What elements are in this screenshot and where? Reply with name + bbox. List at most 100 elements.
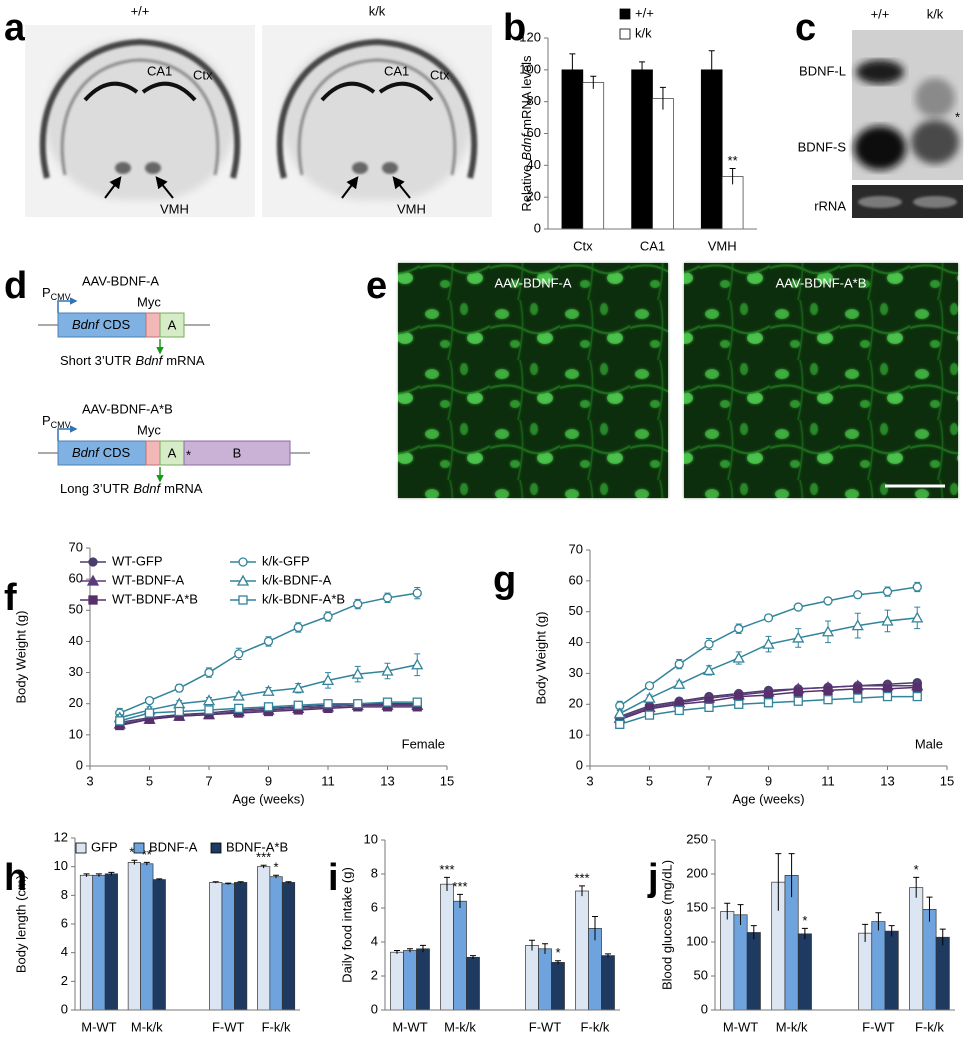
- region-label: CA1: [384, 63, 409, 78]
- marker: [323, 699, 333, 709]
- legend-label: GFP: [91, 839, 118, 854]
- myc-box: [145, 440, 161, 466]
- y-tick-label: 0: [76, 757, 83, 772]
- bar: [269, 876, 283, 1011]
- marker: [263, 702, 274, 712]
- legend-swatch: [619, 28, 631, 40]
- y-axis-label-part: Relative: [519, 165, 534, 212]
- marker: [643, 691, 656, 703]
- y-tick-label: 30: [569, 665, 583, 680]
- error-bar: [285, 881, 292, 884]
- error-bar: [913, 876, 920, 898]
- bar: [281, 882, 296, 1011]
- marker: [704, 702, 714, 713]
- error-bar: [926, 896, 933, 922]
- bar: [588, 928, 602, 1011]
- marker: [144, 695, 155, 706]
- marker: [912, 582, 922, 592]
- legend-marker: [238, 595, 248, 605]
- lane-label: k/k: [927, 6, 944, 21]
- junction-mark: *: [186, 447, 191, 462]
- control-label: rRNA: [814, 198, 846, 213]
- y-tick-label: 40: [69, 633, 83, 648]
- x-tick-label: 13: [380, 773, 394, 788]
- marker: [793, 687, 803, 697]
- error-bar: [590, 75, 597, 89]
- band: [856, 60, 904, 84]
- marker: [262, 684, 275, 696]
- marker: [793, 602, 803, 612]
- y-tick-label: 0: [576, 757, 583, 772]
- y-tick-label: 0: [701, 1001, 708, 1016]
- y-tick-label: 20: [69, 695, 83, 710]
- x-tick-label: 11: [321, 773, 335, 788]
- bar: [390, 951, 404, 1011]
- panel-letter: b: [503, 7, 526, 49]
- panel-letter: c: [795, 7, 816, 49]
- marker: [644, 710, 655, 720]
- significance: ***: [452, 879, 467, 894]
- y-tick-label: 20: [527, 189, 541, 204]
- image-label: AAV-BDNF-A: [494, 275, 571, 290]
- error-bar: [407, 948, 413, 953]
- legend-label: BDNF-A*B: [226, 839, 288, 854]
- marker: [232, 689, 245, 701]
- y-tick-label: 4: [371, 933, 378, 948]
- x-tick-label: 9: [765, 773, 772, 788]
- y-tick-label: 4: [61, 944, 68, 959]
- cds-label-part: Bdnf: [72, 445, 100, 460]
- error-bar: [605, 953, 611, 958]
- error-bar: [394, 950, 400, 954]
- band: [913, 196, 957, 208]
- bar: [858, 932, 873, 1011]
- bar: [733, 914, 748, 1011]
- panel-letter: f: [4, 577, 17, 619]
- product-label-part: Bdnf: [133, 481, 161, 496]
- x-axis-label: Age (weeks): [732, 791, 804, 806]
- error-bar: [775, 853, 782, 911]
- sex-note: Female: [402, 736, 445, 751]
- marker: [881, 614, 894, 626]
- ventral-signal: [115, 162, 131, 174]
- legend-swatch: [133, 842, 145, 854]
- error-bar: [542, 943, 548, 954]
- panel-letter: a: [4, 7, 26, 49]
- panel-letter: g: [493, 559, 516, 601]
- lane-label: +/+: [871, 6, 890, 21]
- promoter-sub: CMV: [51, 420, 71, 430]
- x-tick-label: VMH: [708, 238, 737, 253]
- marker: [174, 683, 184, 693]
- x-tick-label: F-WT: [212, 1019, 245, 1034]
- y-tick-label: 50: [69, 602, 83, 617]
- error-bar: [888, 925, 895, 937]
- marker: [702, 664, 716, 675]
- marker: [853, 590, 863, 600]
- y-tick-label: 60: [527, 125, 541, 140]
- legend-label: WT-BDNF-A*B: [112, 591, 198, 606]
- brain-cortex-inner: [60, 58, 220, 176]
- marker: [734, 624, 744, 634]
- product-label-part: Short 3’UTR: [60, 353, 132, 368]
- y-tick-label: 50: [569, 603, 583, 618]
- marker: [323, 611, 333, 622]
- promoter-label: PCMV: [42, 413, 71, 430]
- legend-label: WT-GFP: [112, 553, 163, 568]
- y-tick-label: 10: [364, 831, 378, 846]
- promoter-sub: CMV: [51, 292, 71, 302]
- marker: [823, 695, 833, 705]
- x-tick-label: 15: [440, 773, 454, 788]
- panel-letter: j: [647, 857, 659, 899]
- x-tick-label: 3: [86, 773, 93, 788]
- significance: *: [802, 913, 807, 928]
- bar: [257, 866, 271, 1011]
- y-tick-label: 80: [527, 93, 541, 108]
- utr-b: [183, 440, 291, 466]
- band-label: BDNF-S: [798, 139, 847, 154]
- bar: [884, 930, 899, 1011]
- bar: [935, 936, 950, 1011]
- marker: [912, 691, 922, 702]
- bar: [152, 879, 166, 1011]
- y-axis-label-part: Bdnf: [519, 132, 534, 160]
- bar: [221, 883, 235, 1011]
